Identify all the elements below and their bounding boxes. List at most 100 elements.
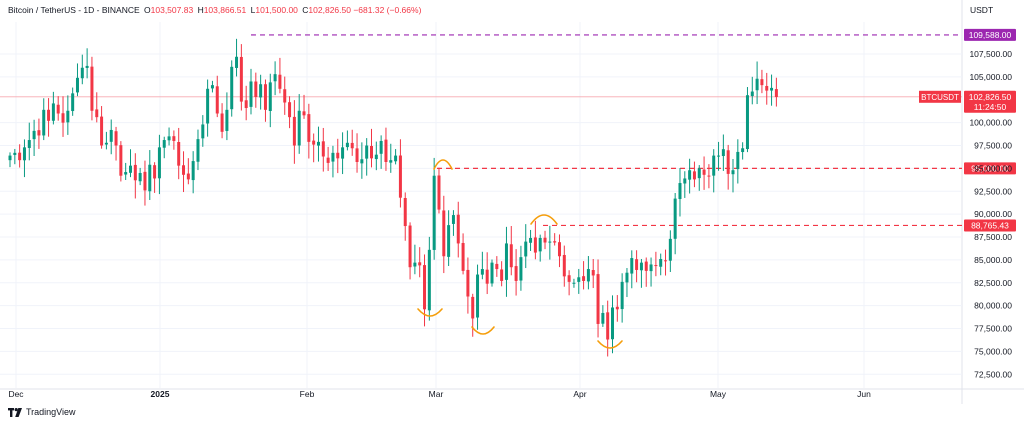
candle bbox=[61, 96, 65, 137]
candle-body bbox=[268, 82, 272, 112]
candle bbox=[765, 72, 769, 105]
price-axis[interactable]: 72,500.00 75,000.00 77,500.00 80,000.00 82,5… bbox=[969, 49, 1012, 379]
time-tick-label: Jun bbox=[857, 389, 871, 399]
candle-body bbox=[741, 148, 745, 153]
candle bbox=[572, 278, 576, 288]
candle bbox=[495, 256, 499, 277]
candle-body bbox=[697, 168, 701, 179]
candle-body bbox=[731, 170, 735, 175]
candle bbox=[37, 118, 41, 149]
candle bbox=[297, 94, 301, 154]
tradingview-logo[interactable]: TradingView bbox=[8, 407, 76, 417]
candle bbox=[519, 245, 523, 291]
close-label: C bbox=[302, 5, 309, 15]
price-tick-label: 82,500.00 bbox=[974, 278, 1012, 288]
candle-body bbox=[427, 249, 431, 311]
candle bbox=[288, 96, 292, 129]
price-tick-label: 77,500.00 bbox=[974, 324, 1012, 334]
candle-body bbox=[557, 242, 561, 257]
candle-body bbox=[148, 164, 152, 192]
candle-body bbox=[519, 257, 523, 281]
candle bbox=[42, 98, 46, 141]
candle bbox=[379, 135, 383, 169]
candle bbox=[114, 126, 118, 161]
candle bbox=[244, 85, 248, 121]
candle-body bbox=[119, 145, 123, 176]
candle bbox=[538, 234, 542, 262]
candle-body bbox=[543, 237, 547, 243]
candle bbox=[182, 151, 186, 193]
candle bbox=[220, 103, 224, 139]
candle-body bbox=[562, 254, 566, 277]
candle-body bbox=[678, 183, 682, 199]
candle-body bbox=[509, 244, 513, 268]
candle bbox=[153, 162, 157, 193]
candle-body bbox=[548, 241, 552, 243]
candle bbox=[186, 158, 190, 185]
candle-body bbox=[567, 275, 571, 282]
candle-body bbox=[408, 225, 412, 268]
candle-body bbox=[601, 312, 605, 324]
candle bbox=[398, 139, 402, 208]
candle bbox=[543, 230, 547, 250]
candle bbox=[80, 54, 84, 85]
candle bbox=[664, 249, 668, 276]
candle bbox=[514, 249, 518, 296]
currency-label[interactable]: USDT bbox=[970, 5, 994, 15]
candle-body bbox=[755, 78, 759, 91]
candle bbox=[611, 295, 614, 354]
candle bbox=[360, 142, 364, 179]
candle-body bbox=[413, 262, 417, 267]
candle-body bbox=[394, 155, 398, 162]
candle bbox=[326, 146, 330, 171]
candle bbox=[770, 74, 774, 106]
candle bbox=[504, 226, 508, 297]
bottom-pattern-marker bbox=[471, 326, 495, 335]
candle-body bbox=[451, 215, 455, 224]
level-price-tag bbox=[964, 162, 1016, 175]
candle-body bbox=[596, 274, 600, 324]
candle bbox=[524, 224, 528, 269]
candle bbox=[673, 192, 677, 255]
open-label: O bbox=[144, 5, 151, 15]
candle-body bbox=[278, 74, 282, 89]
candle bbox=[191, 151, 195, 194]
candle bbox=[239, 44, 243, 111]
candle-body bbox=[538, 237, 542, 252]
time-axis[interactable]: Dec 2025 Feb Mar Apr May Jun bbox=[8, 389, 871, 399]
candle-body bbox=[336, 152, 340, 159]
candle-body bbox=[244, 100, 248, 109]
symbol-title[interactable]: Bitcoin / TetherUS - 1D - BINANCE bbox=[8, 5, 140, 15]
candle-body bbox=[191, 161, 195, 181]
candle bbox=[157, 134, 161, 195]
candle-body bbox=[350, 142, 354, 149]
candle bbox=[451, 210, 455, 236]
candle-body bbox=[673, 198, 677, 239]
candle bbox=[466, 257, 470, 314]
price-tick-label: 72,500.00 bbox=[974, 369, 1012, 379]
candle bbox=[577, 268, 581, 294]
candle-body bbox=[167, 136, 171, 141]
candle bbox=[51, 91, 55, 125]
candle-body bbox=[389, 160, 393, 163]
candle-body bbox=[765, 85, 769, 91]
candle bbox=[649, 257, 653, 287]
candle bbox=[659, 253, 663, 276]
candle-body bbox=[423, 265, 427, 310]
candle-body bbox=[504, 243, 508, 280]
candle bbox=[437, 167, 441, 214]
candle bbox=[408, 222, 412, 280]
candle-body bbox=[639, 262, 643, 271]
candle-body bbox=[316, 141, 320, 146]
candle-body bbox=[47, 109, 51, 121]
candle-body bbox=[27, 140, 31, 148]
candle-body bbox=[177, 142, 181, 166]
candle-body bbox=[572, 282, 576, 284]
candle bbox=[292, 100, 296, 164]
candle bbox=[56, 96, 60, 121]
candle-body bbox=[702, 169, 706, 175]
candle-body bbox=[524, 241, 528, 257]
candle bbox=[206, 79, 210, 137]
candle-body bbox=[162, 140, 166, 148]
